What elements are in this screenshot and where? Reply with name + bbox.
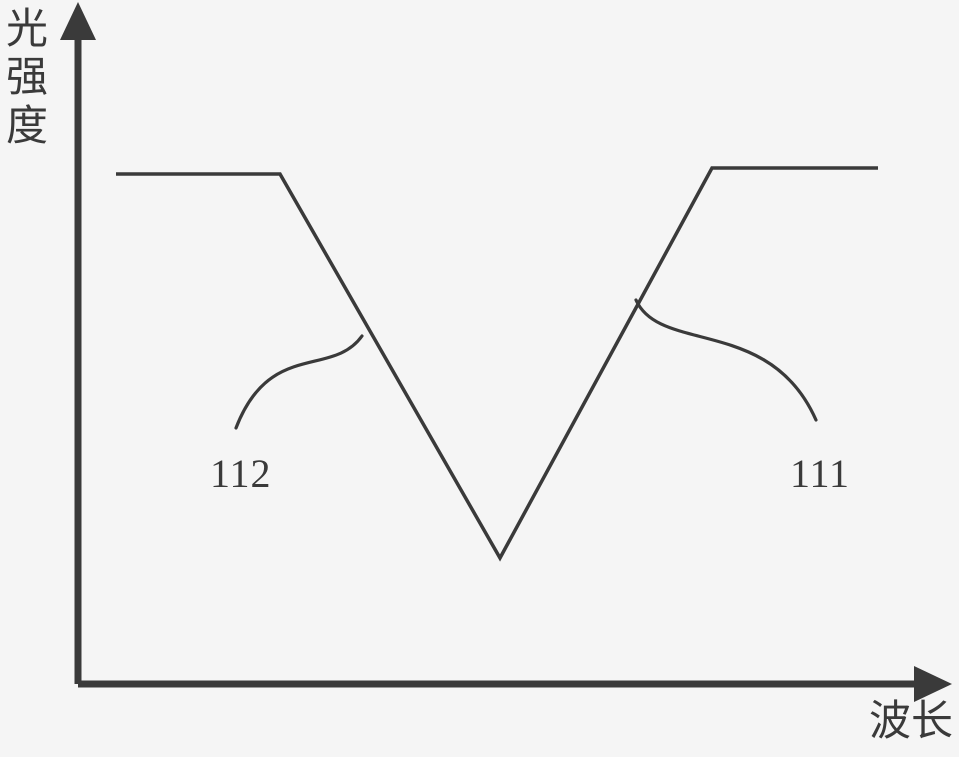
spectrum-line bbox=[116, 168, 878, 558]
y-axis-arrow bbox=[60, 2, 96, 40]
y-axis-label-char: 强 bbox=[6, 54, 54, 102]
y-axis-label-char: 度 bbox=[6, 103, 54, 151]
y-axis-label-char: 光 bbox=[6, 6, 54, 54]
chart-svg bbox=[0, 0, 959, 752]
spectrum-chart: 光 强 度 112 111 波长 bbox=[0, 0, 959, 752]
callout-label-111: 111 bbox=[790, 450, 850, 497]
y-axis-label: 光 强 度 bbox=[6, 6, 54, 151]
callout-leader-111 bbox=[636, 300, 816, 420]
x-axis-label: 波长 bbox=[869, 687, 953, 748]
callout-label-112: 112 bbox=[210, 450, 272, 497]
callout-leader-112 bbox=[236, 336, 362, 428]
